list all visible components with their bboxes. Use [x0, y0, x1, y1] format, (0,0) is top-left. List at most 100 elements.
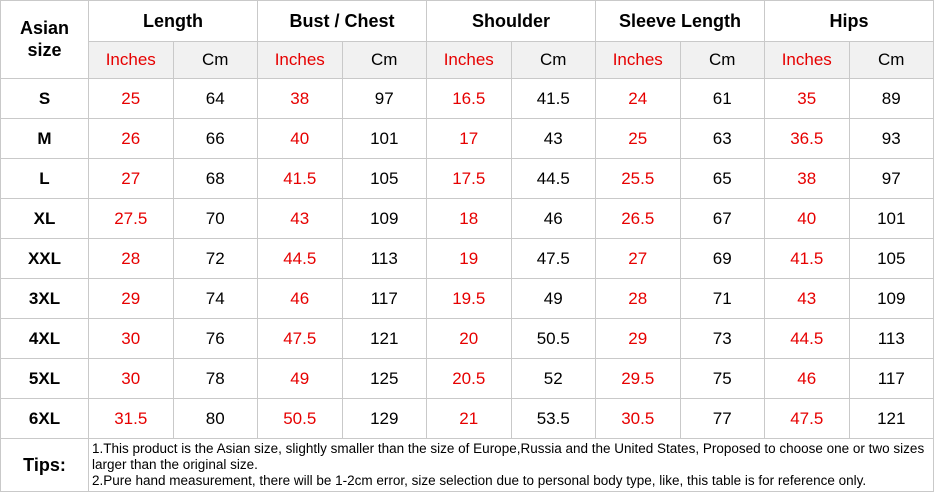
- size-label: 5XL: [0, 358, 89, 399]
- value-cm: 50.5: [510, 318, 596, 359]
- group-header-sleeve-length: Sleeve Length: [595, 0, 765, 42]
- size-label: 4XL: [0, 318, 89, 359]
- unit-header-inches: Inches: [426, 41, 512, 79]
- value-inches: 26.5: [595, 198, 681, 239]
- value-cm: 77: [679, 398, 765, 439]
- value-inches: 18: [426, 198, 512, 239]
- value-inches: 17.5: [426, 158, 512, 199]
- value-inches: 47.5: [764, 398, 850, 439]
- tips-line-2: 2.Pure hand measurement, there will be 1…: [92, 473, 867, 488]
- size-table-body: S 25 64 38 97 16.5 41.5 24 61 35 89 M 26 66 40 101 17 43 2…: [0, 78, 934, 439]
- value-cm: 101: [848, 198, 934, 239]
- unit-header-row: Inches Cm Inches Cm Inches Cm Inches Cm Inches Cm: [1, 41, 934, 79]
- value-cm: 101: [341, 118, 427, 159]
- value-inches: 30.5: [595, 398, 681, 439]
- size-label: 6XL: [0, 398, 89, 439]
- value-cm: 53.5: [510, 398, 596, 439]
- unit-header-cm: Cm: [341, 41, 427, 79]
- value-cm: 97: [848, 158, 934, 199]
- value-cm: 125: [341, 358, 427, 399]
- value-cm: 70: [172, 198, 258, 239]
- value-inches: 46: [764, 358, 850, 399]
- value-cm: 109: [848, 278, 934, 319]
- value-inches: 20.5: [426, 358, 512, 399]
- unit-header-cm: Cm: [172, 41, 258, 79]
- corner-header: Asian size: [0, 0, 89, 79]
- value-inches: 16.5: [426, 78, 512, 119]
- value-inches: 43: [257, 198, 343, 239]
- group-header-length: Length: [88, 0, 258, 42]
- value-cm: 76: [172, 318, 258, 359]
- value-cm: 97: [341, 78, 427, 119]
- value-inches: 28: [595, 278, 681, 319]
- value-inches: 41.5: [257, 158, 343, 199]
- value-cm: 113: [341, 238, 427, 279]
- value-cm: 105: [848, 238, 934, 279]
- size-row-l: L 27 68 41.5 105 17.5 44.5 25.5 65 38 97: [0, 158, 934, 199]
- value-inches: 36.5: [764, 118, 850, 159]
- value-cm: 43: [510, 118, 596, 159]
- group-header-shoulder: Shoulder: [426, 0, 596, 42]
- value-cm: 78: [172, 358, 258, 399]
- value-cm: 71: [679, 278, 765, 319]
- value-cm: 105: [341, 158, 427, 199]
- unit-header-cm: Cm: [510, 41, 596, 79]
- value-cm: 89: [848, 78, 934, 119]
- value-cm: 74: [172, 278, 258, 319]
- size-row-5xl: 5XL 30 78 49 125 20.5 52 29.5 75 46 117: [0, 358, 934, 399]
- unit-header-cm: Cm: [848, 41, 934, 79]
- value-cm: 52: [510, 358, 596, 399]
- value-cm: 121: [848, 398, 934, 439]
- value-cm: 68: [172, 158, 258, 199]
- value-inches: 25.5: [595, 158, 681, 199]
- size-row-s: S 25 64 38 97 16.5 41.5 24 61 35 89: [0, 78, 934, 119]
- value-cm: 72: [172, 238, 258, 279]
- value-inches: 25: [88, 78, 174, 119]
- value-cm: 49: [510, 278, 596, 319]
- value-inches: 20: [426, 318, 512, 359]
- value-cm: 117: [848, 358, 934, 399]
- group-header-hips: Hips: [764, 0, 934, 42]
- size-label: L: [0, 158, 89, 199]
- unit-header-inches: Inches: [764, 41, 850, 79]
- value-inches: 19: [426, 238, 512, 279]
- value-inches: 21: [426, 398, 512, 439]
- value-inches: 27.5: [88, 198, 174, 239]
- value-inches: 29: [88, 278, 174, 319]
- value-cm: 47.5: [510, 238, 596, 279]
- value-inches: 26: [88, 118, 174, 159]
- value-cm: 109: [341, 198, 427, 239]
- value-cm: 69: [679, 238, 765, 279]
- group-header-bust-chest: Bust / Chest: [257, 0, 427, 42]
- value-inches: 44.5: [257, 238, 343, 279]
- tips-label: Tips:: [0, 438, 89, 492]
- tips-line-1: 1.This product is the Asian size, slight…: [92, 441, 925, 472]
- value-inches: 30: [88, 318, 174, 359]
- tips-row: Tips: 1.This product is the Asian size, …: [0, 438, 934, 492]
- group-header-row: Asian size Length Bust / Chest Shoulder Sle…: [0, 0, 934, 79]
- value-cm: 129: [341, 398, 427, 439]
- size-row-xxl: XXL 28 72 44.5 113 19 47.5 27 69 41.5 105: [0, 238, 934, 279]
- value-cm: 113: [848, 318, 934, 359]
- value-inches: 25: [595, 118, 681, 159]
- unit-header-inches: Inches: [257, 41, 343, 79]
- value-cm: 65: [679, 158, 765, 199]
- size-label: M: [0, 118, 89, 159]
- tips-text: 1.This product is the Asian size, slight…: [88, 438, 934, 492]
- value-inches: 30: [88, 358, 174, 399]
- value-inches: 40: [764, 198, 850, 239]
- value-cm: 63: [679, 118, 765, 159]
- value-inches: 29: [595, 318, 681, 359]
- value-inches: 41.5: [764, 238, 850, 279]
- value-cm: 64: [172, 78, 258, 119]
- size-row-6xl: 6XL 31.5 80 50.5 129 21 53.5 30.5 77 47.5 121: [0, 398, 934, 439]
- size-label: XXL: [0, 238, 89, 279]
- value-cm: 44.5: [510, 158, 596, 199]
- value-inches: 38: [257, 78, 343, 119]
- value-inches: 27: [88, 158, 174, 199]
- value-cm: 46: [510, 198, 596, 239]
- value-inches: 31.5: [88, 398, 174, 439]
- value-cm: 41.5: [510, 78, 596, 119]
- value-inches: 17: [426, 118, 512, 159]
